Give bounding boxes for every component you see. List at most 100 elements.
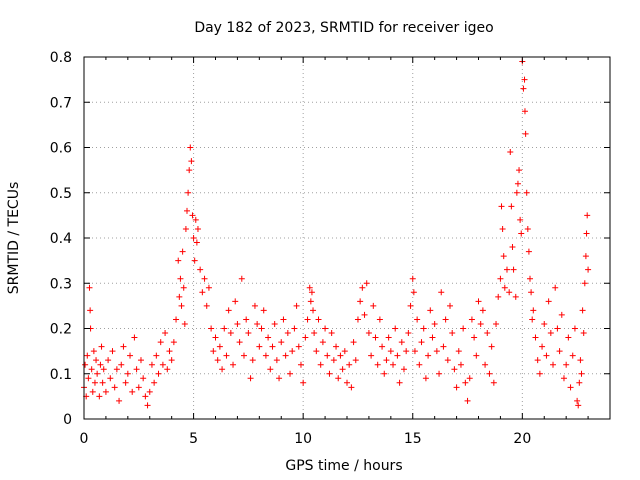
tick-layer: 0 5 10 15 20 0 0.1 0.2 0.3 0.4 0.5 0.6 0.7 0.8 bbox=[50, 50, 610, 447]
data-point bbox=[223, 352, 230, 359]
data-point bbox=[302, 334, 309, 341]
data-point bbox=[208, 325, 215, 332]
x-tick-label: 15 bbox=[404, 431, 422, 447]
data-point bbox=[297, 361, 304, 368]
y-tick-label: 0.1 bbox=[50, 367, 72, 383]
y-tick-label: 0.4 bbox=[50, 231, 72, 247]
data-point bbox=[407, 302, 414, 309]
data-point bbox=[536, 370, 543, 377]
data-point bbox=[212, 334, 219, 341]
data-point bbox=[532, 334, 539, 341]
data-point bbox=[157, 339, 164, 346]
data-point bbox=[313, 348, 320, 355]
data-point bbox=[582, 253, 589, 260]
data-point bbox=[583, 230, 590, 237]
data-point bbox=[567, 384, 574, 391]
data-point bbox=[116, 397, 123, 404]
data-point bbox=[462, 379, 469, 386]
data-point bbox=[93, 357, 100, 364]
data-point bbox=[574, 397, 581, 404]
data-point bbox=[94, 370, 101, 377]
data-point bbox=[578, 370, 585, 377]
data-point bbox=[148, 361, 155, 368]
data-layer bbox=[81, 58, 592, 409]
data-point bbox=[304, 316, 311, 323]
data-point bbox=[339, 366, 346, 373]
data-point bbox=[524, 225, 531, 232]
data-point bbox=[124, 370, 131, 377]
data-point bbox=[225, 307, 232, 314]
data-point bbox=[498, 203, 505, 210]
data-point bbox=[86, 284, 93, 291]
data-point bbox=[431, 320, 438, 327]
data-point bbox=[529, 316, 536, 323]
data-point bbox=[179, 248, 186, 255]
data-point bbox=[319, 339, 326, 346]
data-point bbox=[284, 330, 291, 337]
data-point bbox=[543, 352, 550, 359]
data-point bbox=[227, 330, 234, 337]
data-point bbox=[219, 366, 226, 373]
data-point bbox=[192, 216, 199, 223]
data-point bbox=[258, 325, 265, 332]
data-point bbox=[571, 325, 578, 332]
data-point bbox=[210, 348, 217, 355]
data-point bbox=[493, 320, 500, 327]
data-point bbox=[569, 352, 576, 359]
data-point bbox=[133, 366, 140, 373]
data-point bbox=[497, 275, 504, 282]
data-point bbox=[310, 307, 317, 314]
data-point bbox=[512, 293, 519, 300]
data-point bbox=[392, 325, 399, 332]
data-point bbox=[523, 189, 530, 196]
data-point bbox=[127, 352, 134, 359]
data-point bbox=[265, 334, 272, 341]
y-tick-label: 0.6 bbox=[50, 141, 72, 157]
data-point bbox=[238, 275, 245, 282]
data-point bbox=[422, 375, 429, 382]
data-point bbox=[221, 325, 228, 332]
data-point bbox=[427, 307, 434, 314]
data-point bbox=[175, 257, 182, 264]
data-point bbox=[328, 330, 335, 337]
data-point bbox=[527, 275, 534, 282]
data-point bbox=[322, 325, 329, 332]
data-point bbox=[85, 375, 92, 382]
data-point bbox=[97, 361, 104, 368]
data-point bbox=[381, 370, 388, 377]
data-point bbox=[370, 302, 377, 309]
data-point bbox=[556, 348, 563, 355]
data-point bbox=[273, 357, 280, 364]
data-point bbox=[436, 370, 443, 377]
data-point bbox=[84, 352, 91, 359]
data-point bbox=[410, 289, 417, 296]
data-point bbox=[500, 253, 507, 260]
data-point bbox=[468, 316, 475, 323]
data-point bbox=[176, 293, 183, 300]
data-point bbox=[513, 189, 520, 196]
data-point bbox=[295, 343, 302, 350]
y-tick-label: 0.5 bbox=[50, 186, 72, 202]
data-point bbox=[447, 302, 454, 309]
data-point bbox=[337, 352, 344, 359]
data-point bbox=[153, 352, 160, 359]
data-point bbox=[520, 85, 527, 92]
x-tick-label: 5 bbox=[189, 431, 198, 447]
data-point bbox=[315, 316, 322, 323]
y-axis-title: SRMTID / TECUs bbox=[6, 182, 22, 295]
data-point bbox=[232, 298, 239, 305]
data-point bbox=[287, 370, 294, 377]
data-point bbox=[522, 130, 529, 137]
data-point bbox=[484, 330, 491, 337]
data-point bbox=[216, 343, 223, 350]
data-point bbox=[482, 361, 489, 368]
data-point bbox=[168, 357, 175, 364]
data-point bbox=[383, 357, 390, 364]
data-point bbox=[306, 284, 313, 291]
data-point bbox=[509, 244, 516, 251]
data-point bbox=[271, 320, 278, 327]
data-point bbox=[438, 289, 445, 296]
data-point bbox=[144, 402, 151, 409]
x-tick-label: 20 bbox=[513, 431, 531, 447]
